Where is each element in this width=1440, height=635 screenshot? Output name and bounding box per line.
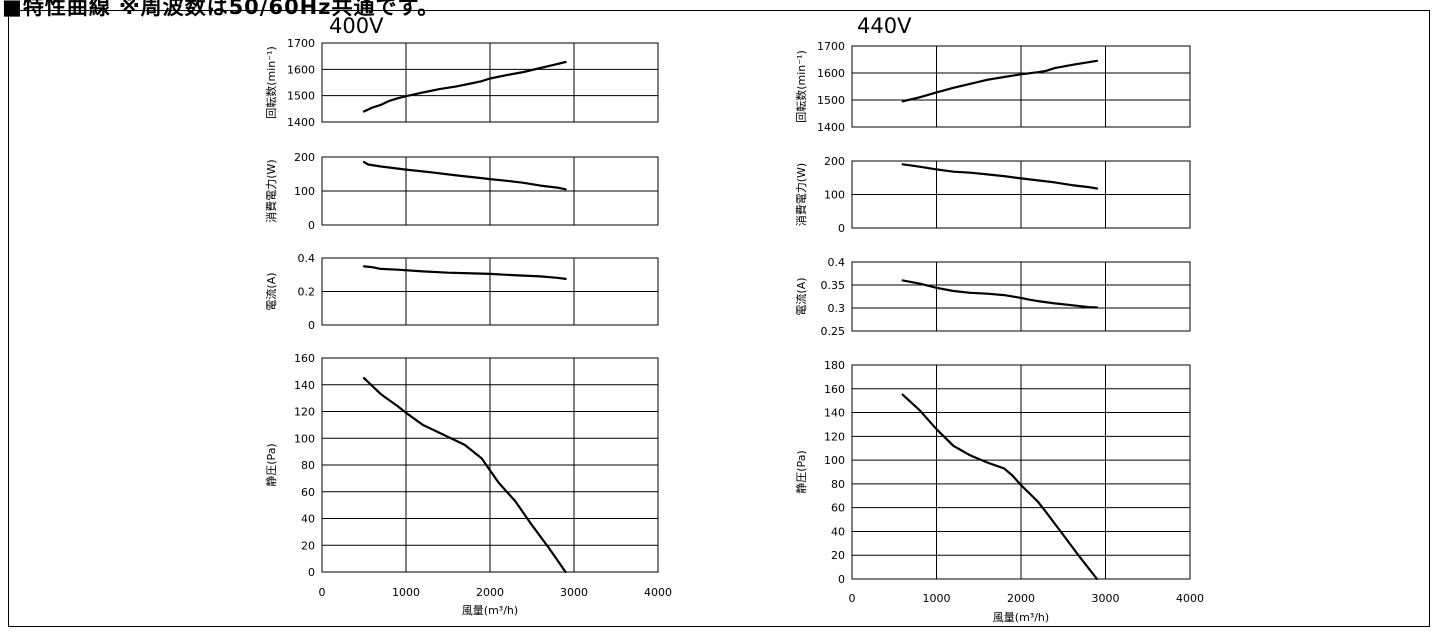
y-tick-label: 1700 xyxy=(817,40,845,53)
y-axis-label: 電流(A) xyxy=(264,272,278,310)
y-tick-label: 200 xyxy=(294,151,315,164)
y-tick-label: 0 xyxy=(838,573,845,586)
x-tick-label: 4000 xyxy=(644,586,672,599)
y-tick-label: 1500 xyxy=(287,90,315,103)
y-tick-label: 60 xyxy=(831,502,845,515)
y-tick-label: 0.4 xyxy=(298,252,316,265)
chart-title: 400V xyxy=(329,14,384,38)
plot-area xyxy=(851,160,1191,229)
panel-rpm: 1400 1500 1600 1700 回転数(min⁻¹) xyxy=(795,40,1191,134)
y-axis-label: 回転数(min⁻¹) xyxy=(795,50,808,123)
y-tick-label: 0.25 xyxy=(821,325,846,338)
y-tick-label: 100 xyxy=(294,432,315,445)
y-tick-label: 1500 xyxy=(817,94,845,107)
y-tick-label: 180 xyxy=(824,359,845,372)
y-axis-label: 回転数(min⁻¹) xyxy=(265,46,278,119)
y-tick-label: 120 xyxy=(824,430,845,443)
y-tick-label: 120 xyxy=(294,406,315,419)
panel-rpm: 1400 1500 1600 1700 回転数(min⁻¹) xyxy=(265,37,659,129)
x-axis-label: 風量(m³/h) xyxy=(993,611,1049,624)
x-tick-label: 3000 xyxy=(1092,592,1120,605)
x-tick-label: 1000 xyxy=(392,586,420,599)
panel-current: 0.25 0.3 0.35 0.4 電流(A) xyxy=(794,256,1191,338)
plot-area xyxy=(321,357,659,573)
y-tick-label: 40 xyxy=(301,513,315,526)
y-tick-label: 20 xyxy=(301,539,315,552)
y-tick-label: 100 xyxy=(824,189,845,202)
series-line xyxy=(362,377,567,574)
x-tick-label: 0 xyxy=(319,586,326,599)
x-tick-label: 3000 xyxy=(560,586,588,599)
plot-area xyxy=(321,42,659,123)
x-tick-label: 4000 xyxy=(1176,592,1204,605)
panel-pressure: 0 20 40 60 80 100 120 140 160 180 静圧(Pa) xyxy=(794,359,1191,586)
series-line xyxy=(362,60,567,113)
x-axis-label: 風量(m³/h) xyxy=(462,604,518,617)
y-axis-label: 静圧(Pa) xyxy=(794,450,808,493)
plot-area xyxy=(851,261,1191,332)
panel-power: 0 100 200 消費電力(W) xyxy=(264,151,659,232)
series-line xyxy=(901,59,1099,103)
y-tick-label: 1400 xyxy=(287,116,315,129)
y-axis-label: 消費電力(W) xyxy=(264,159,278,222)
chart-title: 440V xyxy=(857,14,912,38)
y-tick-label: 200 xyxy=(824,155,845,168)
y-axis-label: 消費電力(W) xyxy=(794,163,808,226)
y-tick-label: 1600 xyxy=(817,67,845,80)
page-heading: ■特性曲線 ※周波数は50/60Hz共通です。 xyxy=(2,0,440,19)
y-tick-label: 80 xyxy=(301,459,315,472)
series-line xyxy=(362,161,567,191)
x-tick-label: 0 xyxy=(849,592,856,605)
plot-area xyxy=(851,45,1191,128)
panel-power: 0 100 200 消費電力(W) xyxy=(794,155,1191,235)
y-tick-label: 40 xyxy=(831,525,845,538)
y-tick-label: 0 xyxy=(308,219,315,232)
x-tick-label: 1000 xyxy=(923,592,951,605)
x-tick-label: 2000 xyxy=(476,586,504,599)
y-tick-label: 1600 xyxy=(287,63,315,76)
y-tick-label: 0.2 xyxy=(298,286,316,299)
series-line xyxy=(362,265,567,280)
y-axis-label: 電流(A) xyxy=(794,277,808,315)
y-tick-label: 160 xyxy=(824,383,845,396)
y-tick-label: 160 xyxy=(294,352,315,365)
y-tick-label: 0 xyxy=(838,222,845,235)
panel-current: 0 0.2 0.4 電流(A) xyxy=(264,252,659,332)
y-tick-label: 20 xyxy=(831,549,845,562)
y-tick-label: 0 xyxy=(308,319,315,332)
y-tick-label: 0.4 xyxy=(828,256,846,269)
y-tick-label: 80 xyxy=(831,478,845,491)
x-tick-label: 2000 xyxy=(1007,592,1035,605)
y-tick-label: 60 xyxy=(301,486,315,499)
y-tick-label: 0.35 xyxy=(821,279,846,292)
chart-0: 400V1400150016001700回転数(min⁻¹)0100200消費電… xyxy=(264,14,672,617)
y-axis-label: 静圧(Pa) xyxy=(264,443,278,486)
y-tick-label: 1400 xyxy=(817,121,845,134)
plot-area xyxy=(321,156,659,226)
plot-area xyxy=(851,364,1191,580)
plot-area xyxy=(321,257,659,326)
y-tick-label: 1700 xyxy=(287,37,315,50)
y-tick-label: 140 xyxy=(824,407,845,420)
series-line xyxy=(901,279,1099,309)
chart-1: 440V1400150016001700回転数(min⁻¹)0100200消費電… xyxy=(794,14,1204,624)
chart-frame xyxy=(8,10,1430,627)
y-tick-label: 0 xyxy=(308,566,315,579)
series-line xyxy=(901,393,1099,581)
y-tick-label: 100 xyxy=(294,185,315,198)
y-tick-label: 0.3 xyxy=(828,302,846,315)
y-tick-label: 100 xyxy=(824,454,845,467)
series-line xyxy=(901,163,1099,190)
panel-pressure: 0 20 40 60 80 100 120 140 160 静圧(Pa) xyxy=(264,352,659,579)
y-tick-label: 140 xyxy=(294,379,315,392)
